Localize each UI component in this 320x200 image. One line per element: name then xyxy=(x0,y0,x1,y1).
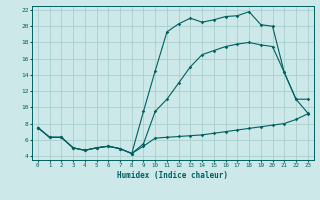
X-axis label: Humidex (Indice chaleur): Humidex (Indice chaleur) xyxy=(117,171,228,180)
